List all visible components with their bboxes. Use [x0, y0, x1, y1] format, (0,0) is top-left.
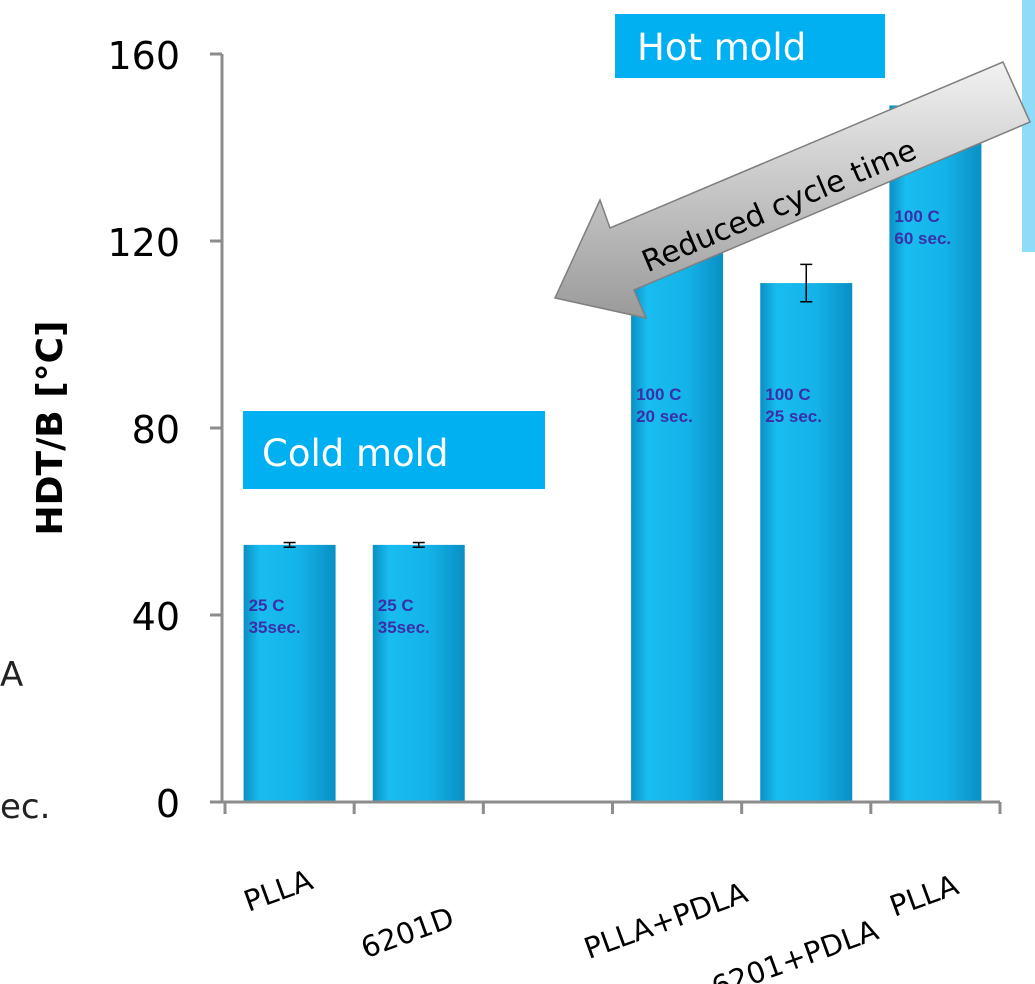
- cold-mold-annotation: Cold mold: [243, 411, 545, 489]
- bar-label-5-line-2: 25 sec.: [765, 407, 822, 426]
- bar-label-1-line-2: 35sec.: [249, 618, 301, 637]
- bar-label-1-line-1: 25 C: [249, 596, 285, 615]
- y-tick-label-4: 120: [107, 221, 180, 265]
- y-tick-label-1: 0: [156, 782, 180, 826]
- hot-mold-box: [615, 14, 885, 78]
- y-tick-label-3: 80: [132, 408, 180, 452]
- y-axis-label: HDT/B [°C]: [30, 320, 71, 535]
- y-tick-label-5: 160: [107, 34, 180, 78]
- x-tick-label-6: PLLA: [885, 868, 963, 924]
- error-bar-2: [412, 541, 425, 548]
- bar-2: [372, 544, 465, 802]
- bar-5: [760, 283, 853, 802]
- side-text-line-1: A: [0, 655, 23, 695]
- hot-mold-text: Hot mold: [637, 26, 806, 69]
- bar-label-6-line-2: 60 sec.: [894, 229, 951, 248]
- cold-mold-box: [243, 411, 545, 489]
- bar-label-2-line-1: 25 C: [378, 596, 414, 615]
- hot-mold-annotation: Hot mold: [615, 14, 885, 78]
- bar-1: [243, 544, 336, 802]
- side-legend-box: [1022, 0, 1035, 252]
- bar-4: [631, 250, 724, 803]
- y-tick-label-2: 40: [132, 595, 180, 639]
- x-tick-label-4: PLLA+PDLA: [579, 875, 752, 966]
- bar-label-5-line-1: 100 C: [765, 385, 810, 404]
- x-tick-label-1: PLLA: [239, 863, 317, 919]
- arrow-shape: [553, 61, 1031, 320]
- error-bar-1: [283, 541, 296, 548]
- bars-group: 25 C 35sec. 25 C 35sec. 100 C 20 sec. 100 C 25 …: [243, 105, 982, 803]
- bar-label-4-line-2: 20 sec.: [636, 407, 693, 426]
- cold-mold-text: Cold mold: [262, 432, 448, 475]
- bar-label-2-line-2: 35sec.: [378, 618, 430, 637]
- side-text-line-2: ec.: [0, 787, 50, 827]
- bar-6: [889, 105, 982, 803]
- error-bar-5: [800, 263, 813, 303]
- bar-label-6-line-1: 100 C: [894, 207, 939, 226]
- x-tick-label-2: 6201D: [356, 900, 458, 965]
- x-tick-label-5: 6201+PDLA: [707, 913, 883, 984]
- bar-label-4-line-1: 100 C: [636, 385, 681, 404]
